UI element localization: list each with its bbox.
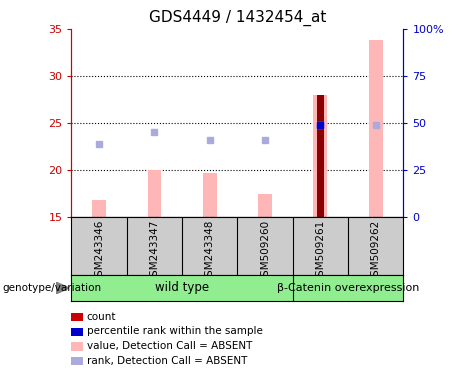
Text: genotype/variation: genotype/variation <box>2 283 101 293</box>
Text: GSM509262: GSM509262 <box>371 220 381 283</box>
Title: GDS4449 / 1432454_at: GDS4449 / 1432454_at <box>149 10 326 26</box>
Text: GSM243346: GSM243346 <box>94 220 104 283</box>
Bar <box>258 194 272 217</box>
Text: GSM243348: GSM243348 <box>205 220 215 283</box>
Bar <box>92 200 106 217</box>
Text: GSM243347: GSM243347 <box>149 220 160 283</box>
Text: wild type: wild type <box>155 281 209 295</box>
Text: percentile rank within the sample: percentile rank within the sample <box>87 326 263 336</box>
Bar <box>313 94 327 217</box>
Polygon shape <box>56 282 69 294</box>
Text: rank, Detection Call = ABSENT: rank, Detection Call = ABSENT <box>87 356 247 366</box>
Text: value, Detection Call = ABSENT: value, Detection Call = ABSENT <box>87 341 252 351</box>
Bar <box>148 170 161 217</box>
Bar <box>369 40 383 217</box>
Text: GSM509260: GSM509260 <box>260 220 270 283</box>
Text: count: count <box>87 312 116 322</box>
Text: β-Catenin overexpression: β-Catenin overexpression <box>277 283 419 293</box>
Text: GSM509261: GSM509261 <box>315 220 325 283</box>
Bar <box>203 173 217 217</box>
Bar <box>317 94 324 217</box>
